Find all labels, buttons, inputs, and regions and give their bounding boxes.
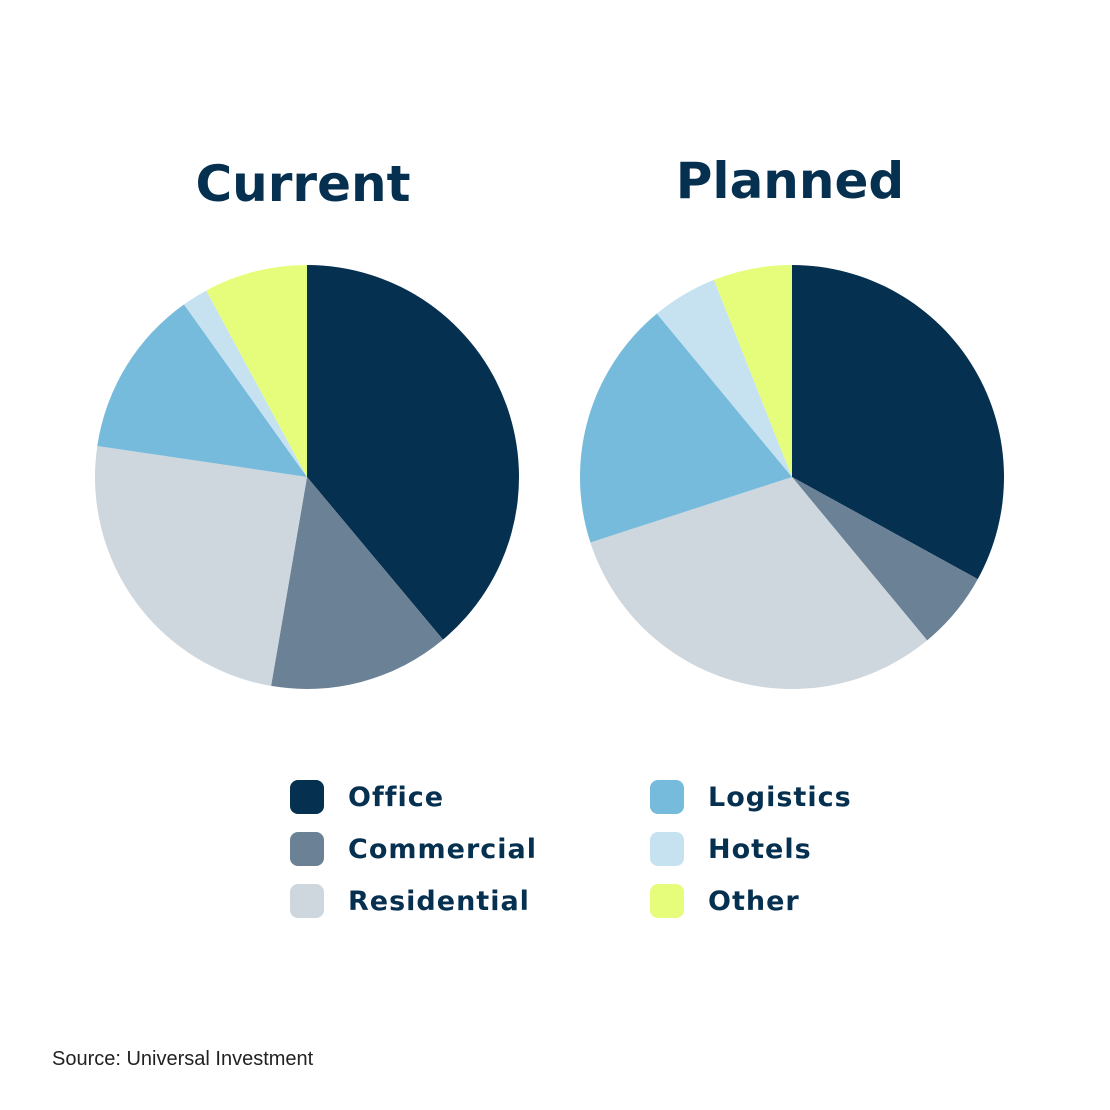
source-note: Source: Universal Investment (52, 1048, 314, 1070)
pie-slice-current-hotels (183, 290, 307, 477)
pie-slice-current-other (206, 265, 307, 477)
pie-slice-current-residential (94, 445, 307, 686)
pie-slice-current-logistics (97, 304, 307, 477)
pie-slice-planned-hotels (656, 279, 792, 477)
pie-slice-planned-residential (590, 477, 928, 690)
legend-swatch-logistics (650, 780, 684, 814)
legend-swatch-office (290, 780, 324, 814)
legend: Office Logistics Commercial Hotels Resid… (290, 780, 910, 918)
legend-item-other: Other (650, 884, 910, 918)
pie-slice-planned-commercial (792, 477, 978, 641)
pie-slice-current-commercial (271, 477, 443, 689)
chart-title-current: Current (195, 155, 410, 213)
legend-swatch-residential (290, 884, 324, 918)
legend-swatch-hotels (650, 832, 684, 866)
legend-label-hotels: Hotels (708, 833, 812, 865)
chart-title-planned: Planned (676, 152, 904, 210)
legend-label-office: Office (348, 781, 445, 813)
pie-slice-current-office (307, 265, 520, 640)
legend-item-residential: Residential (290, 884, 650, 918)
pie-planned (580, 265, 1005, 690)
legend-label-residential: Residential (348, 885, 530, 917)
legend-item-hotels: Hotels (650, 832, 910, 866)
legend-swatch-other (650, 884, 684, 918)
legend-swatch-commercial (290, 832, 324, 866)
pie-slice-planned-other (713, 265, 792, 477)
legend-item-commercial: Commercial (290, 832, 650, 866)
pie-slice-planned-logistics (580, 313, 792, 543)
legend-label-logistics: Logistics (708, 781, 852, 813)
pie-slice-planned-office (792, 265, 1005, 580)
legend-item-office: Office (290, 780, 650, 814)
legend-label-commercial: Commercial (348, 833, 537, 865)
legend-item-logistics: Logistics (650, 780, 910, 814)
legend-label-other: Other (708, 885, 800, 917)
pie-current (94, 265, 520, 689)
